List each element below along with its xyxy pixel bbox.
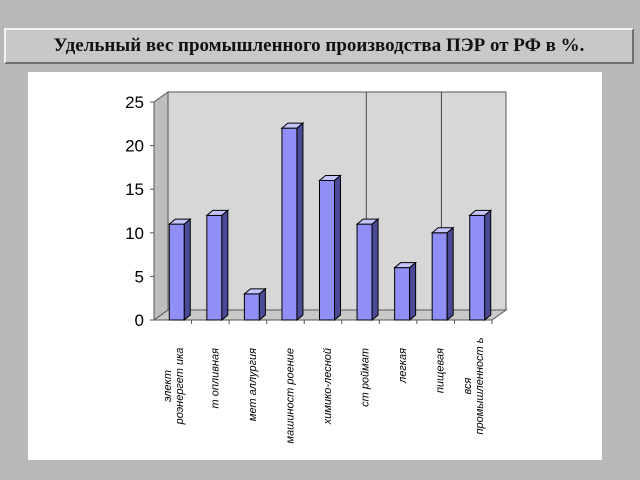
x-tick-label-line: ст роймат [360, 348, 372, 407]
bar-side-face [446, 226, 454, 322]
bar-side-face [409, 261, 417, 322]
bar [281, 127, 298, 321]
y-tick-label: 10 [125, 224, 144, 243]
bar [356, 223, 373, 321]
x-tick-label-line: пищевая [435, 348, 447, 393]
x-tick-label: всяпромышленност ь [462, 337, 486, 434]
bar [243, 293, 260, 321]
y-tick-label: 20 [125, 137, 144, 156]
bar-side-face [296, 122, 304, 322]
x-tick-label: машиност роение [284, 348, 296, 443]
bar [394, 267, 411, 321]
bar [469, 214, 486, 321]
bar [431, 232, 448, 321]
bar [206, 214, 223, 321]
bar-side-face [183, 218, 191, 322]
x-tick-label: ст роймат [360, 348, 372, 407]
x-tick-label: легкая [397, 348, 409, 384]
x-tick-label-line: т опливная [209, 348, 221, 409]
y-tick-label: 15 [125, 180, 144, 199]
page-title: Удельный вес промышленного производства … [53, 35, 585, 56]
title-banner: Удельный вес промышленного производства … [4, 28, 634, 64]
bar-chart: 0 5 10 15 20 25 электроэнергет ика т опливная ме… [125, 91, 508, 443]
x-tick-label-line: машиност роение [284, 348, 296, 443]
x-tick-label: химико-лесной [322, 348, 334, 425]
x-tick-label-line: легкая [397, 348, 409, 384]
x-tick-label: т опливная [209, 348, 221, 409]
bar-side-face [371, 218, 379, 322]
y-tick-label: 5 [135, 267, 144, 286]
y-tick-label: 0 [135, 311, 144, 330]
bar [319, 179, 335, 321]
x-tick-label-line: элект [162, 370, 174, 402]
bar-side-face [258, 287, 266, 322]
x-tick-label: мет аллургия [247, 348, 259, 421]
bar-side-face [334, 174, 341, 322]
x-tick-label-line: промышленност ь [474, 337, 486, 434]
bar [168, 223, 185, 321]
x-tick-label: пищевая [435, 348, 447, 393]
x-tick-label: электроэнергет ика [162, 348, 186, 426]
chart-side-wall [153, 91, 169, 321]
x-tick-label-line: вся [462, 377, 474, 394]
chart-panel: 0 5 10 15 20 25 электроэнергет ика т опливная ме… [28, 72, 602, 460]
x-tick-label-line: химико-лесной [322, 348, 334, 425]
y-tick-label: 25 [125, 93, 144, 112]
x-tick-label-line: мет аллургия [247, 348, 259, 421]
bar-side-face [221, 209, 229, 322]
bar-side-face [484, 209, 492, 322]
x-tick-label-line: роэнергет ика [174, 348, 186, 426]
